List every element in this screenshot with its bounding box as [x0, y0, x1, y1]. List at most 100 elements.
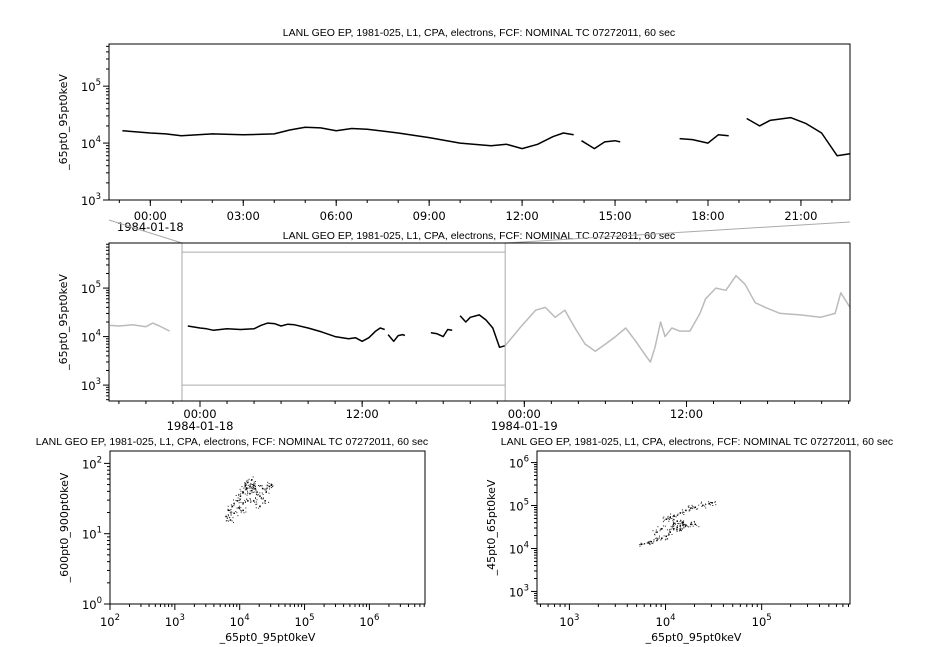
chart-title: LANL GEO EP, 1981-025, L1, CPA, electron…: [501, 436, 893, 448]
scatter-point: [233, 499, 234, 501]
scatter-panel-right[interactable]: LANL GEO EP, 1981-025, L1, CPA, electron…: [485, 436, 893, 644]
timeseries-panel-overview[interactable]: LANL GEO EP, 1981-025, L1, CPA, electron…: [57, 27, 851, 234]
context-series-line: [504, 274, 851, 363]
y-axis-label: _65pt0_95pt0keV: [57, 74, 70, 171]
scatter-point: [240, 498, 241, 500]
scatter-point: [679, 523, 681, 525]
scatter-point: [245, 487, 247, 488]
x-tick-date-label: 1984-01-18: [167, 419, 234, 433]
scatter-point: [253, 483, 255, 485]
scatter-point: [256, 503, 258, 505]
scatter-point: [665, 538, 667, 540]
scatter-point: [671, 518, 673, 519]
scatter-point: [252, 491, 254, 493]
scatter-point: [686, 525, 688, 527]
scatter-point: [652, 530, 654, 532]
scatter-point: [253, 486, 255, 488]
scatter-point: [667, 518, 669, 520]
scatter-point: [252, 500, 255, 502]
scatter-point: [708, 501, 710, 503]
scatter-point: [247, 481, 249, 484]
scatter-point: [691, 504, 693, 506]
scatter-point: [679, 525, 681, 527]
scatter-point: [676, 526, 678, 529]
scatter-point: [256, 494, 257, 496]
scatter-point: [647, 542, 650, 544]
scatter-point: [701, 505, 703, 507]
scatter-point: [695, 508, 697, 510]
scatter-point: [231, 506, 233, 508]
scatter-point: [662, 517, 664, 519]
scatter-point: [667, 515, 669, 517]
scatter-point: [268, 492, 270, 494]
scatter-point: [667, 534, 669, 536]
scatter-point: [668, 532, 670, 534]
x-tick-label: 00:00: [183, 407, 216, 421]
y-tick-label: 104: [81, 329, 101, 345]
scatter-point: [681, 521, 683, 523]
scatter-point: [226, 516, 228, 518]
scatter-point: [260, 497, 262, 499]
scatter-point: [694, 521, 695, 523]
scatter-point: [263, 497, 264, 499]
scatter-point: [669, 530, 671, 532]
scatter-point: [654, 534, 656, 536]
scatter-point: [693, 520, 695, 522]
scatter-point: [237, 507, 239, 509]
plot-frame: [108, 242, 851, 402]
scatter-point: [251, 484, 253, 485]
scatter-point: [260, 485, 262, 487]
scatter-point: [261, 485, 263, 487]
scatter-point: [252, 476, 254, 478]
x-tick-label: 00:00: [134, 209, 167, 223]
y-tick-label: 102: [82, 455, 102, 471]
scatter-point: [657, 526, 659, 528]
scatter-point: [696, 508, 698, 510]
scatter-point: [245, 488, 247, 490]
scatter-point: [237, 515, 239, 517]
scatter-point: [259, 505, 261, 507]
scatter-point: [254, 483, 256, 485]
scatter-point: [255, 503, 257, 505]
scatter-point: [672, 519, 674, 521]
scatter-point: [683, 526, 685, 528]
scatter-point: [249, 485, 251, 488]
timeseries-panel-context[interactable]: LANL GEO EP, 1981-025, L1, CPA, electron…: [57, 219, 851, 433]
focus-series-line: [187, 314, 506, 349]
scatter-point: [688, 505, 690, 507]
scatter-point: [262, 493, 264, 495]
scatter-point: [245, 482, 246, 484]
scatter-point: [244, 486, 246, 488]
scatter-point: [653, 541, 655, 543]
scatter-point: [258, 507, 260, 509]
scatter-point: [683, 512, 685, 513]
scatter-point: [271, 486, 273, 488]
scatter-point: [230, 509, 232, 510]
scatter-point: [640, 542, 642, 544]
scatter-point: [664, 539, 666, 541]
scatter-point: [673, 519, 675, 521]
scatter-point: [239, 488, 241, 490]
scatter-point: [679, 525, 682, 527]
scatter-point: [673, 529, 675, 531]
scatter-point: [676, 530, 678, 532]
scatter-point: [688, 507, 690, 508]
scatter-point: [660, 539, 662, 541]
scatter-panel-left[interactable]: LANL GEO EP, 1981-025, L1, CPA, electron…: [36, 436, 428, 644]
scatter-point: [246, 494, 248, 496]
scatter-point: [667, 517, 669, 519]
scatter-point: [709, 504, 711, 506]
scatter-point: [251, 479, 253, 480]
scatter-point: [679, 512, 682, 514]
scatter-point: [240, 493, 241, 495]
scatter-point: [241, 510, 243, 512]
scatter-point: [251, 489, 253, 492]
scatter-point: [236, 507, 238, 509]
scatter-point: [687, 526, 689, 528]
scatter-point: [250, 500, 252, 502]
scatter-point: [245, 486, 246, 488]
scatter-point: [230, 514, 232, 516]
scatter-point: [230, 504, 232, 506]
scatter-point: [268, 485, 270, 487]
scatter-point: [698, 526, 700, 528]
